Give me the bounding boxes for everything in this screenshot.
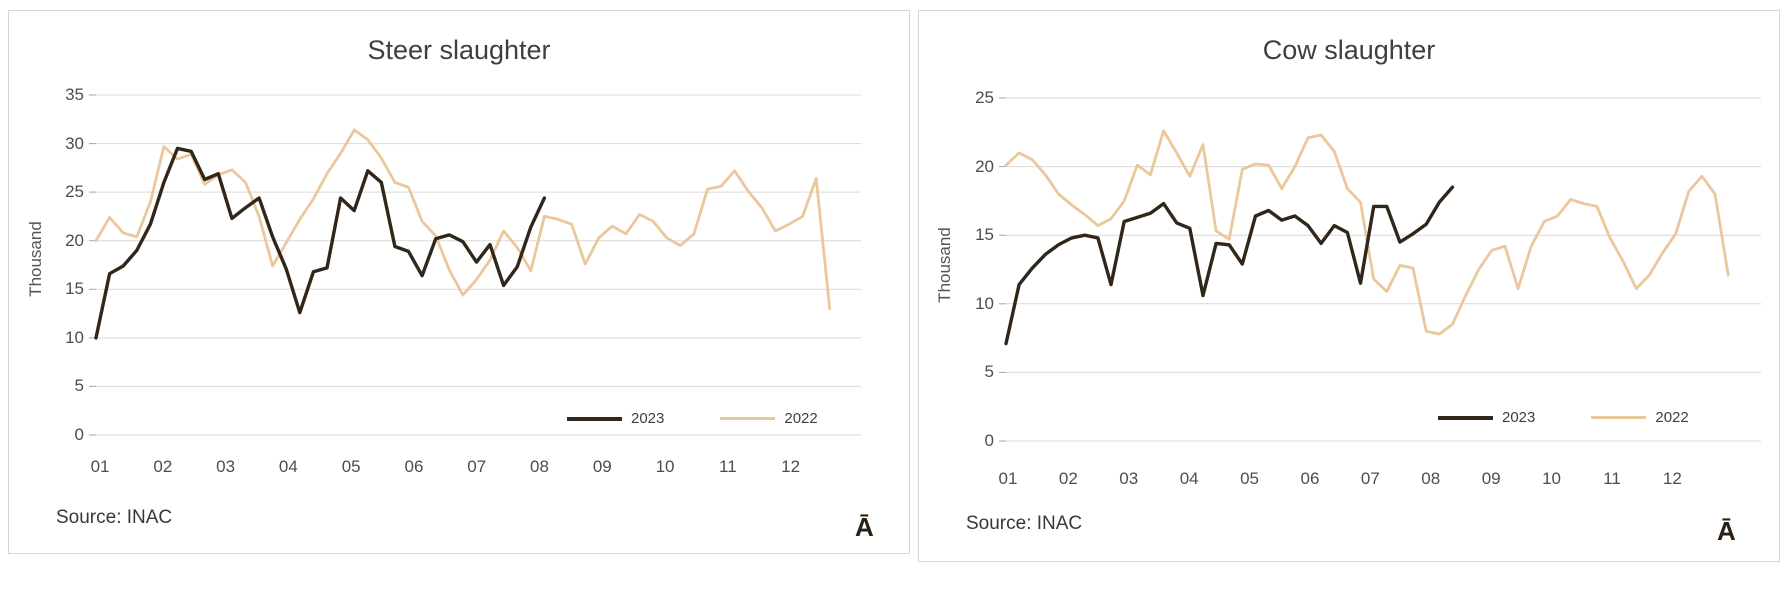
legend-label-2022: 2022 <box>784 410 818 427</box>
series-line-2023 <box>94 146 547 340</box>
x-tick-label: 11 <box>1603 469 1621 488</box>
x-tick-label: 04 <box>278 457 298 476</box>
x-tick-label: 06 <box>1300 469 1320 488</box>
legend-item-2022: 2022 <box>720 410 818 427</box>
x-tick-label: 04 <box>1179 469 1199 488</box>
legend-label-2023: 2023 <box>1502 409 1536 426</box>
x-tick-label: 10 <box>1542 469 1562 488</box>
x-tick-label: 09 <box>1481 469 1501 488</box>
y-axis-title: Thousand <box>935 227 954 303</box>
y-tick-label: 25 <box>975 88 994 107</box>
y-tick-label: 30 <box>65 133 84 153</box>
watermark-glyph: Ā <box>1717 516 1736 546</box>
source-note: Source: INAC <box>56 507 173 528</box>
legend-item-2023: 2023 <box>1438 409 1535 426</box>
x-tick-label: 06 <box>404 457 424 476</box>
x-tick-label: 11 <box>719 457 737 476</box>
x-tick-label: 01 <box>998 469 1018 488</box>
x-tick-label: 05 <box>1240 469 1260 488</box>
line-chart-plot <box>999 97 1761 442</box>
x-tick-label: 01 <box>90 457 110 476</box>
x-tick-label: 07 <box>1360 469 1380 488</box>
y-tick-label: 15 <box>975 225 994 245</box>
x-tick-label: 10 <box>655 457 675 476</box>
y-axis-title: Thousand <box>26 221 45 297</box>
chart-title: Steer slaughter <box>367 35 551 65</box>
x-tick-label: 12 <box>781 457 801 476</box>
x-tick-label: 12 <box>1662 469 1682 488</box>
steer-slaughter-chart-panel: Steer slaughter Thousand 0 5 10 15 20 25 30 35 … <box>8 10 910 554</box>
x-tick-label: 07 <box>467 457 487 476</box>
y-tick-label: 35 <box>65 85 84 104</box>
y-tick-label: 15 <box>65 279 84 299</box>
x-tick-label: 05 <box>341 457 361 476</box>
x-tick-label: 08 <box>1421 469 1441 488</box>
y-tick-label: 0 <box>74 425 84 444</box>
legend-line-2022-icon <box>1591 416 1647 419</box>
y-tick-label: 0 <box>984 431 994 450</box>
source-note: Source: INAC <box>966 513 1083 534</box>
x-tick-label: 03 <box>1119 469 1139 488</box>
legend-line-2022-icon <box>720 417 776 420</box>
x-tick-label: 03 <box>216 457 236 476</box>
chart-title: Cow slaughter <box>1262 35 1436 65</box>
x-tick-label: 09 <box>592 457 612 476</box>
x-tick-label: 02 <box>153 457 173 476</box>
x-tick-label: 02 <box>1058 469 1078 488</box>
series-line-2022 <box>94 128 832 311</box>
y-tick-label: 20 <box>65 230 84 250</box>
cow-slaughter-chart-panel: Cow slaughter Thousand 0 5 10 15 20 25 01 02 03… <box>918 10 1780 562</box>
y-tick-label: 25 <box>65 182 84 202</box>
y-tick-label: 20 <box>975 156 994 176</box>
watermark-glyph: Ā <box>855 512 874 542</box>
y-tick-label: 5 <box>74 376 84 396</box>
legend-line-2023-icon <box>1438 415 1493 420</box>
legend-item-2022: 2022 <box>1591 409 1689 426</box>
y-tick-label: 10 <box>975 293 994 313</box>
legend-line-2023-icon <box>567 416 622 421</box>
x-tick-label: 08 <box>530 457 549 476</box>
series-line-2023 <box>1004 185 1455 346</box>
y-tick-label: 10 <box>65 327 84 347</box>
legend-label-2022: 2022 <box>1655 409 1689 426</box>
line-chart-plot <box>89 94 861 436</box>
legend: 2023 2022 <box>567 410 818 427</box>
y-tick-label: 5 <box>984 362 994 382</box>
legend: 2023 2022 <box>1438 409 1689 426</box>
legend-item-2023: 2023 <box>567 410 664 427</box>
legend-label-2023: 2023 <box>631 410 665 427</box>
